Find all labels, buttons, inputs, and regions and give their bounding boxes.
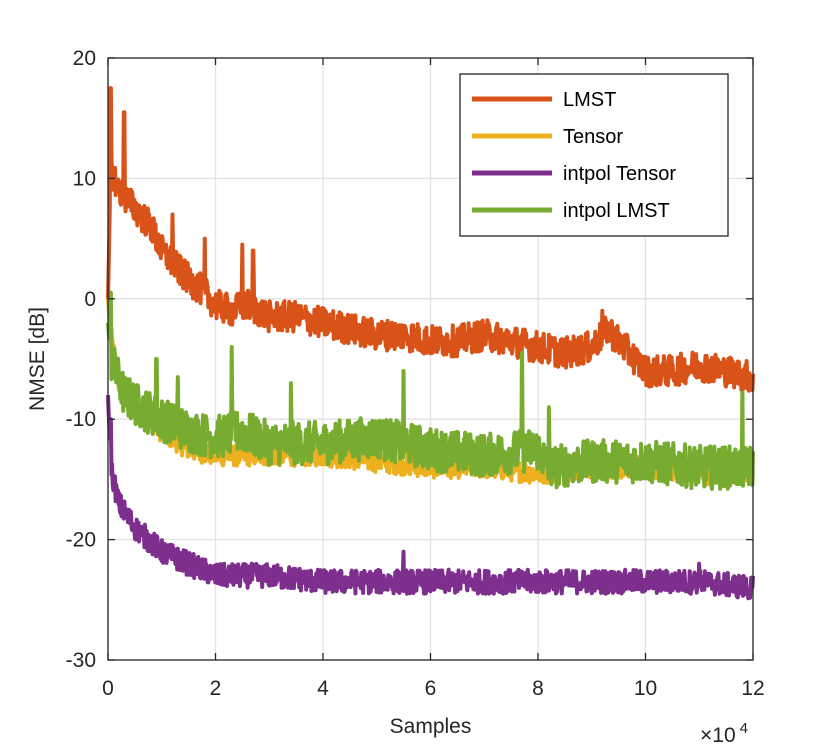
x-tick-label: 0 [102, 677, 114, 700]
legend-label: Tensor [563, 126, 623, 148]
legend-label: LMST [563, 89, 616, 111]
x-tick-label: 2 [210, 677, 222, 700]
ticks: 0 2 4 6 8 10 12 -30 -20 -10 0 10 20 [66, 47, 765, 700]
y-tick-label: 20 [73, 47, 96, 70]
x-axis-multiplier-exponent: 4 [740, 720, 748, 737]
x-tick-label: 10 [634, 677, 657, 700]
y-tick-label: -30 [66, 649, 96, 672]
y-axis-label: NMSE [dB] [26, 307, 49, 411]
x-axis-multiplier: ×10 4 [700, 720, 748, 747]
legend-label: intpol Tensor [563, 163, 676, 185]
x-axis-multiplier-base: ×10 [700, 724, 736, 747]
x-axis-label: Samples [390, 715, 472, 738]
y-tick-label: 0 [84, 288, 96, 311]
y-tick-label: 10 [73, 167, 96, 190]
y-tick-label: -20 [66, 529, 96, 552]
legend-label: intpol LMST [563, 200, 670, 222]
y-tick-label: -10 [66, 408, 96, 431]
series-line-intpol-lmst [106, 290, 755, 491]
series-line-lmst [106, 86, 755, 393]
series-lines [106, 86, 755, 601]
x-tick-label: 12 [741, 677, 764, 700]
series-line-intpol-tensor [106, 395, 755, 601]
legend: LMST Tensor intpol Tensor intpol LMST [459, 73, 729, 237]
x-tick-label: 8 [532, 677, 544, 700]
x-tick-label: 6 [425, 677, 437, 700]
x-tick-label: 4 [317, 677, 329, 700]
